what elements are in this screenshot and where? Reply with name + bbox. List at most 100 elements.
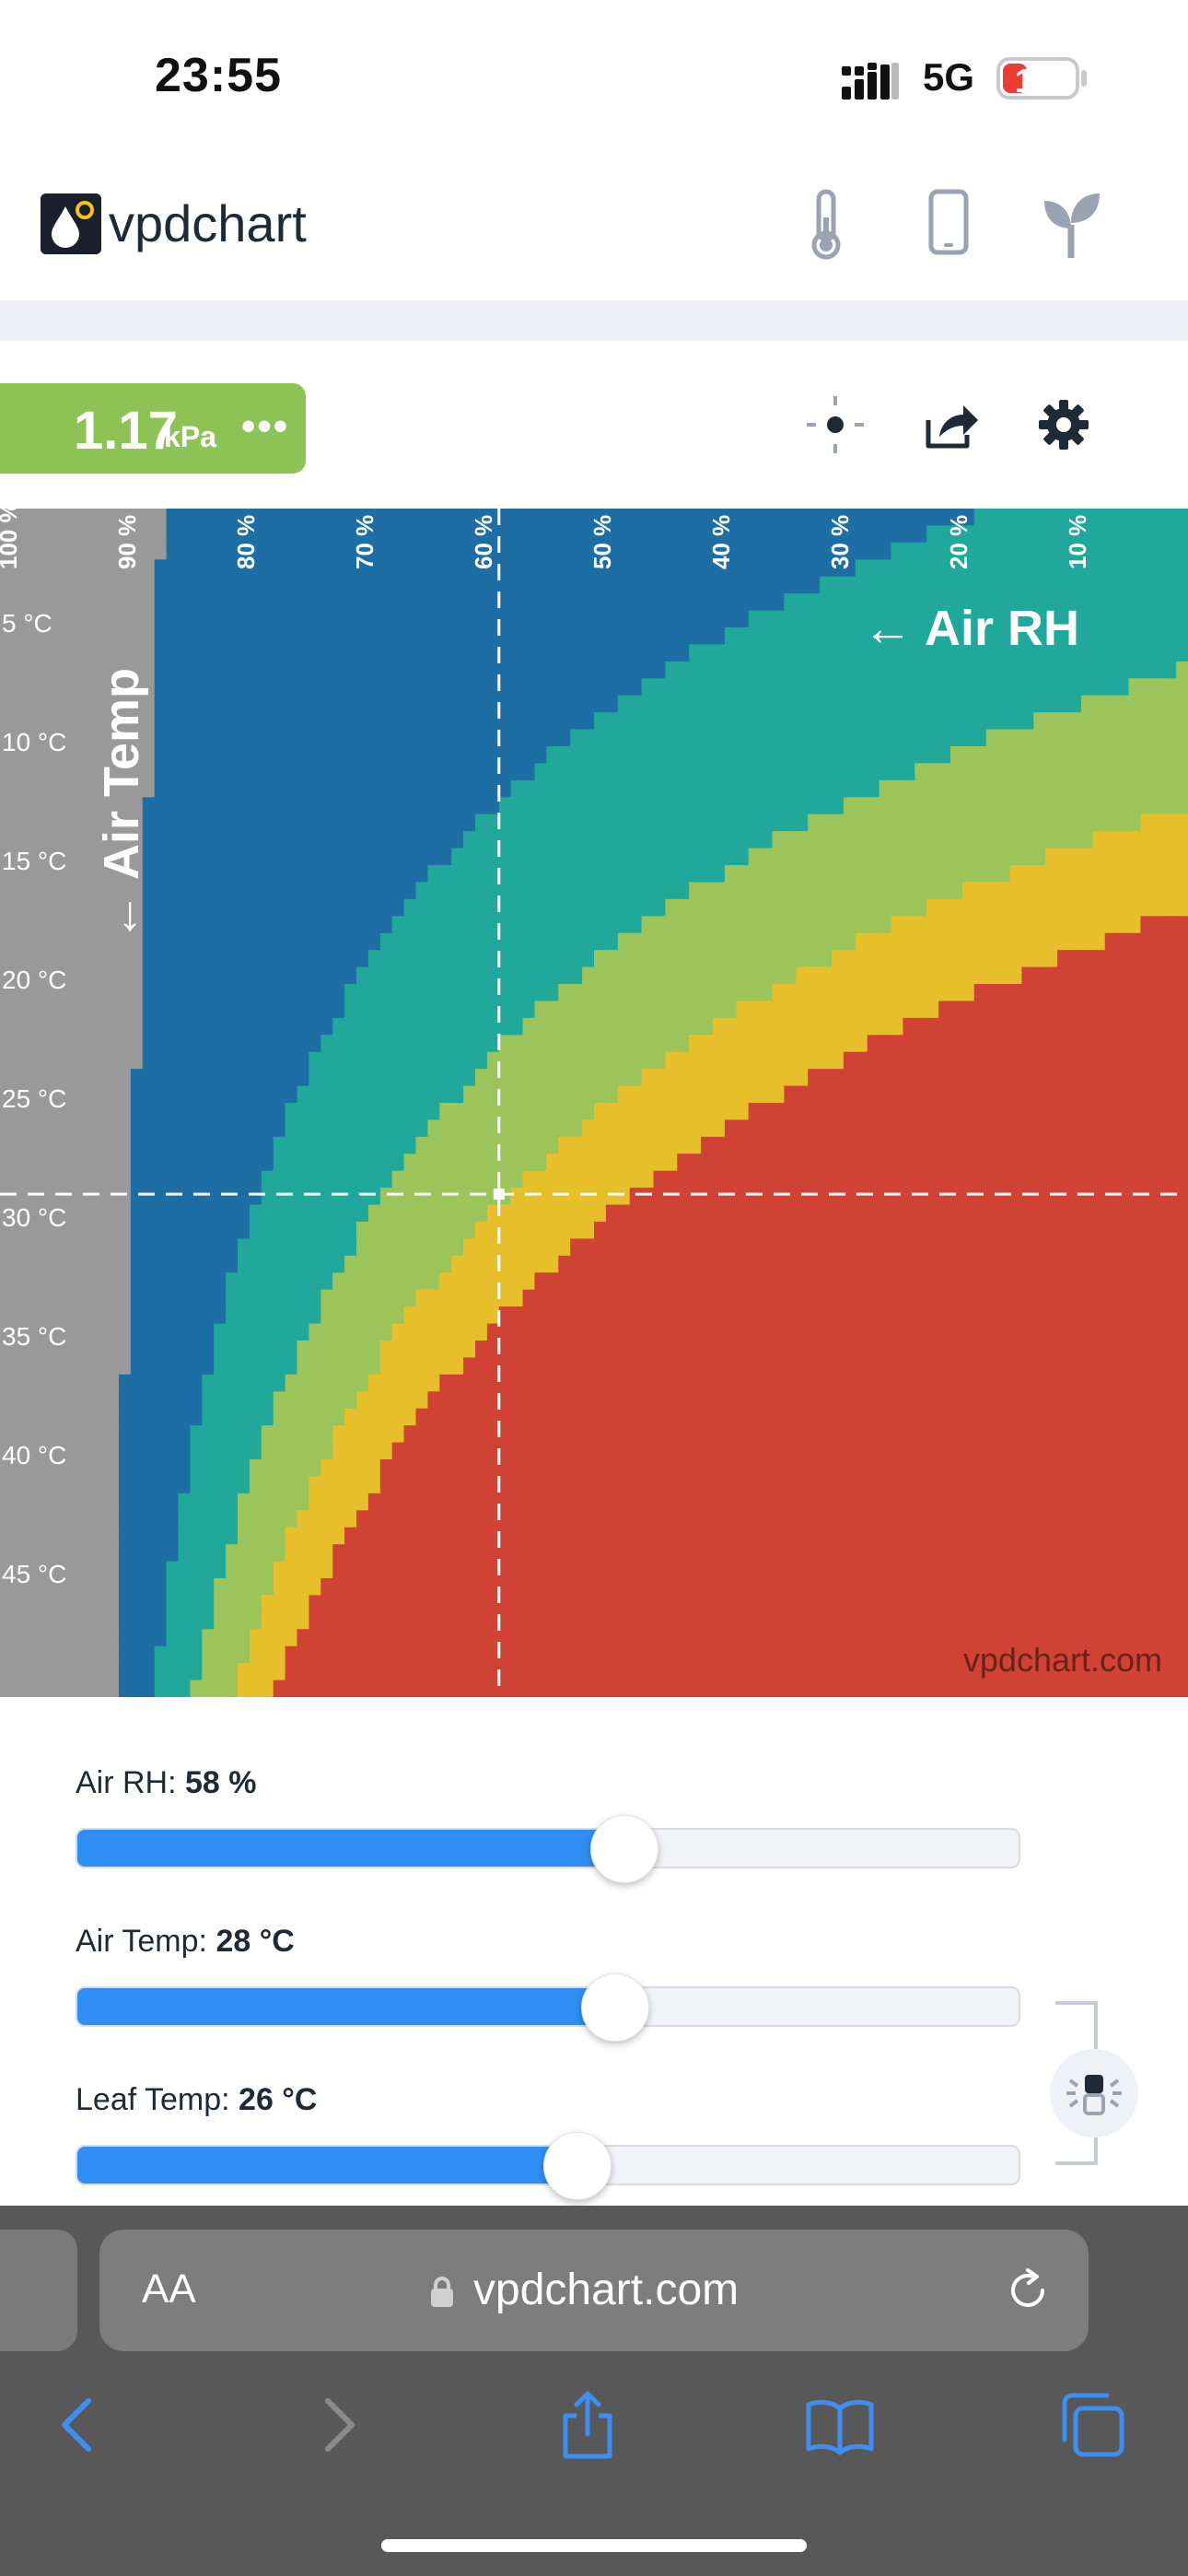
heatmap-cell bbox=[903, 729, 915, 747]
heatmap-cell bbox=[961, 593, 975, 612]
heatmap-cell bbox=[451, 661, 464, 679]
heatmap-cell bbox=[867, 1238, 880, 1257]
phone-icon[interactable] bbox=[916, 184, 981, 263]
heatmap-cell bbox=[891, 916, 903, 934]
droplet-logo-icon[interactable] bbox=[41, 193, 101, 254]
heatmap-cell bbox=[486, 712, 500, 731]
heatmap-cell bbox=[238, 542, 250, 560]
heatmap-cell bbox=[914, 814, 927, 832]
heatmap-cell bbox=[808, 729, 821, 747]
heatmap-cell bbox=[261, 1272, 274, 1291]
heatmap-cell bbox=[332, 898, 345, 917]
heatmap-cell bbox=[1164, 1289, 1177, 1307]
heatmap-cell bbox=[689, 729, 702, 747]
heatmap-cell bbox=[820, 509, 833, 527]
heatmap-cell bbox=[973, 1255, 987, 1273]
heatmap-cell bbox=[820, 1188, 833, 1206]
heatmap-cell bbox=[997, 593, 1011, 612]
heatmap-cells bbox=[0, 509, 1188, 1697]
more-icon[interactable]: ••• bbox=[241, 404, 290, 449]
heatmap-cell bbox=[451, 932, 464, 951]
heatmap-cell bbox=[772, 950, 785, 968]
heatmap-cell bbox=[629, 525, 643, 544]
heatmap-cell bbox=[166, 1204, 180, 1223]
heatmap-cell bbox=[463, 1238, 476, 1257]
heatmap-cell bbox=[1104, 542, 1118, 560]
heatmap-cell bbox=[510, 1272, 524, 1291]
heatmap-cell bbox=[677, 1153, 690, 1172]
heatmap-cell bbox=[997, 882, 1011, 900]
heatmap-cell bbox=[820, 1238, 833, 1257]
heatmap-cell bbox=[701, 763, 714, 781]
heatmap-cell bbox=[498, 1289, 512, 1307]
heatmap-cell bbox=[1021, 712, 1034, 731]
heatmap-cell bbox=[214, 1306, 227, 1325]
heatmap-cell bbox=[59, 950, 72, 968]
heatmap-cell bbox=[1033, 1085, 1046, 1104]
heatmap-cell bbox=[1116, 831, 1130, 849]
heatmap-cell bbox=[914, 644, 927, 662]
crosshair-icon[interactable] bbox=[803, 392, 868, 457]
sprout-icon[interactable] bbox=[1039, 184, 1103, 263]
heatmap-cell bbox=[320, 882, 333, 900]
heatmap-cell bbox=[498, 865, 512, 884]
heatmap-cell bbox=[808, 797, 821, 815]
heatmap-cell bbox=[463, 932, 476, 951]
heatmap-cell bbox=[510, 712, 524, 731]
heatmap-cell bbox=[510, 610, 524, 628]
heatmap-cell bbox=[1033, 661, 1046, 679]
heatmap-cell bbox=[261, 1188, 274, 1206]
heatmap-cell bbox=[926, 610, 939, 628]
heatmap-cell bbox=[784, 797, 797, 815]
heatmap-cell bbox=[997, 779, 1011, 798]
heatmap-cell bbox=[178, 1153, 191, 1172]
heatmap-cell bbox=[938, 779, 951, 798]
heatmap-cell bbox=[309, 559, 321, 578]
heatmap-cell bbox=[142, 1289, 156, 1307]
heatmap-cell bbox=[309, 1017, 321, 1036]
heatmap-cell bbox=[594, 712, 607, 731]
vpd-heatmap-chart[interactable]: 100 %90 %80 %70 %60 %50 %40 %30 %20 %10 … bbox=[0, 509, 1188, 1697]
heatmap-cell bbox=[522, 814, 536, 832]
heatmap-cell bbox=[784, 848, 797, 866]
heatmap-cell bbox=[926, 1170, 939, 1188]
heatmap-cell bbox=[713, 1035, 726, 1053]
thermometer-icon[interactable] bbox=[794, 184, 858, 263]
heatmap-cell bbox=[451, 678, 464, 697]
heatmap-cell bbox=[867, 593, 880, 612]
heatmap-cell bbox=[1104, 729, 1118, 747]
heatmap-cell bbox=[226, 1255, 239, 1273]
heatmap-cell bbox=[950, 1085, 963, 1104]
heatmap-cell bbox=[855, 797, 868, 815]
heatmap-cell bbox=[415, 1272, 428, 1291]
heatmap-cell bbox=[1140, 1085, 1153, 1104]
heatmap-cell bbox=[736, 1341, 750, 1359]
heatmap-cell bbox=[1092, 695, 1106, 713]
heatmap-cell bbox=[273, 984, 286, 1002]
share-icon[interactable] bbox=[919, 392, 984, 457]
heatmap-cell bbox=[677, 509, 690, 527]
brand-name[interactable]: vpdchart bbox=[109, 194, 307, 252]
heatmap-cell bbox=[367, 1289, 381, 1307]
heatmap-cell bbox=[47, 525, 61, 544]
heatmap-cell bbox=[689, 966, 702, 985]
heatmap-cell bbox=[475, 661, 488, 679]
heatmap-cell bbox=[724, 593, 738, 612]
heatmap-cell bbox=[724, 1204, 738, 1223]
heatmap-cell bbox=[985, 779, 999, 798]
heatmap-cell bbox=[760, 1323, 774, 1341]
heatmap-cell bbox=[1045, 1306, 1058, 1325]
heatmap-cell bbox=[261, 898, 274, 917]
heatmap-cell bbox=[914, 1238, 927, 1257]
settings-icon[interactable] bbox=[1031, 392, 1096, 457]
heatmap-cell bbox=[475, 1289, 488, 1307]
heatmap-cell bbox=[130, 746, 144, 765]
heatmap-cell bbox=[178, 898, 191, 917]
heatmap-cell bbox=[1080, 1085, 1094, 1104]
heatmap-cell bbox=[1176, 1119, 1188, 1138]
vpd-value-pill[interactable]: 1.17 kPa ••• bbox=[0, 383, 306, 474]
heatmap-cell bbox=[320, 1051, 333, 1070]
heatmap-cell bbox=[249, 1188, 262, 1206]
heatmap-cell bbox=[0, 695, 13, 713]
heatmap-cell bbox=[83, 1069, 96, 1087]
